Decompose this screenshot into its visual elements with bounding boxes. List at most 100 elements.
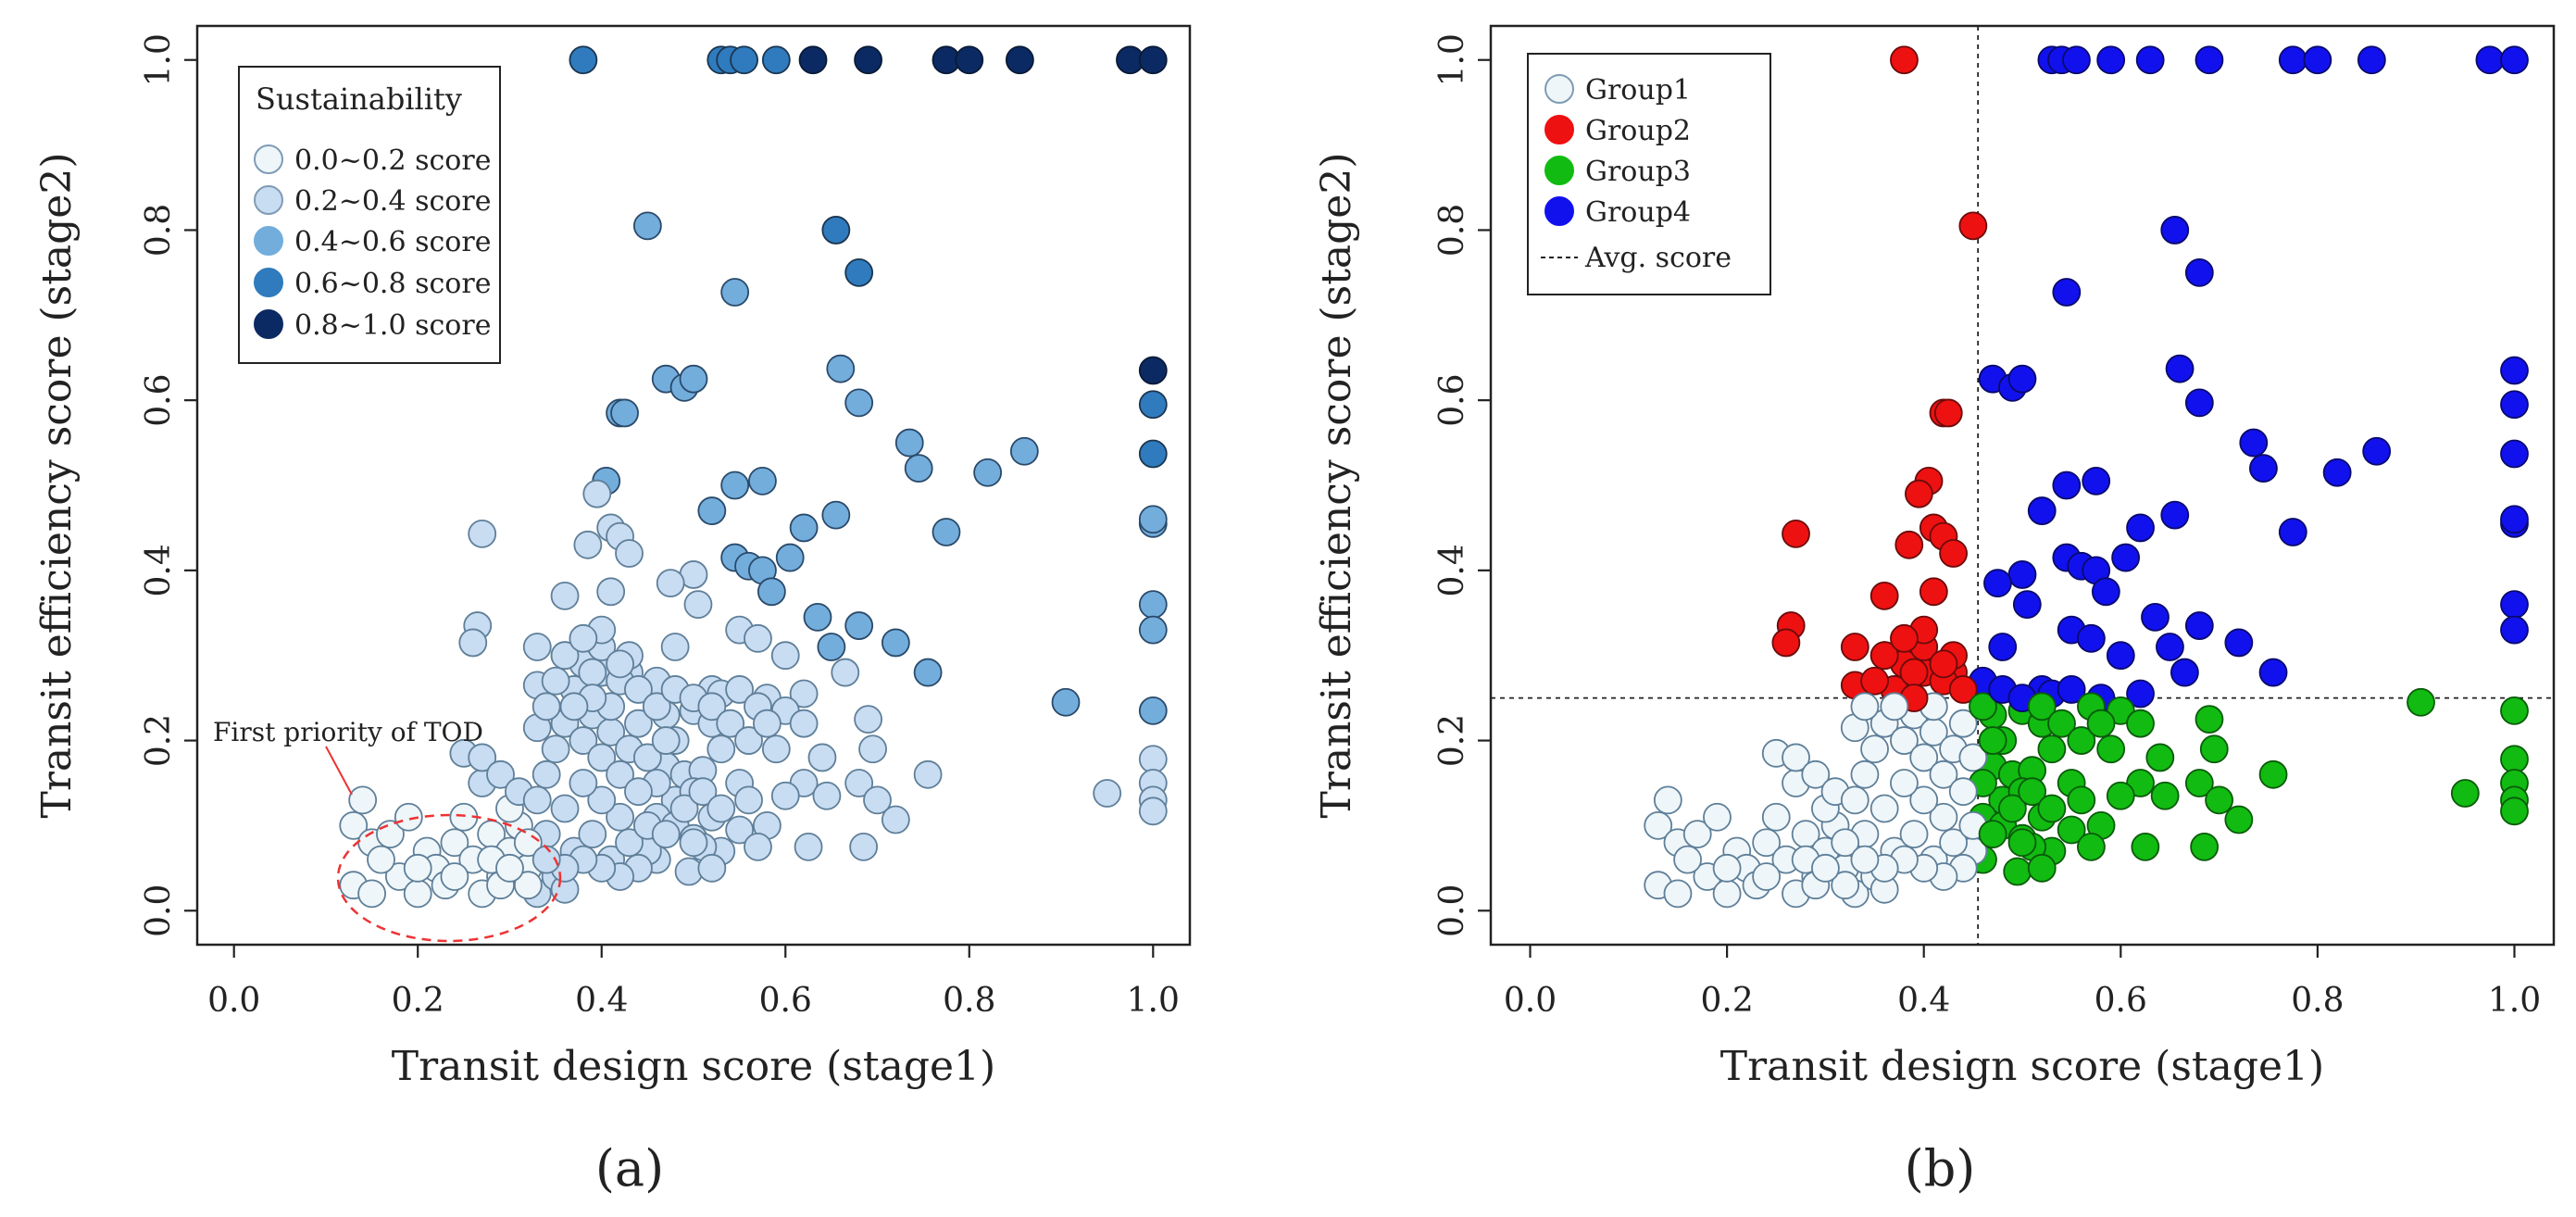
x-tick-label-a: 0.0 (207, 982, 260, 1020)
x-tick-label-a: 1.0 (1127, 982, 1180, 1020)
data-point-b (2184, 611, 2214, 640)
data-point-a (973, 458, 1003, 487)
data-point-b (2086, 709, 2116, 738)
data-point-a (632, 211, 662, 241)
data-point-a (569, 769, 598, 797)
legend-entry-b-1: Group1 (1544, 74, 1691, 107)
data-point-b (2077, 832, 2106, 861)
data-point-b (1752, 828, 1782, 858)
data-point-b (2224, 628, 2254, 658)
data-point-b (2500, 615, 2529, 645)
data-point-a (403, 853, 432, 883)
data-point-b (2165, 354, 2195, 383)
panel-label-a: (a) (595, 1139, 664, 1198)
data-point-b (2126, 513, 2155, 543)
data-point-a (730, 45, 758, 75)
legend-marker-a-1 (254, 144, 283, 174)
data-point-a (669, 794, 699, 823)
data-point-a (683, 590, 713, 619)
y-tick-label-a: 0.2 (140, 714, 178, 767)
data-point-a (559, 692, 589, 721)
data-point-a (1138, 45, 1168, 75)
data-point-a (522, 785, 552, 815)
data-point-a (550, 794, 580, 823)
scatter-points-a (339, 45, 1168, 909)
data-point-b (1811, 853, 1840, 883)
data-point-b (1761, 802, 1791, 832)
data-point-b (2082, 467, 2111, 496)
legend-marker-b-2 (1544, 115, 1574, 144)
legend-title-a: Sustainability (256, 82, 462, 117)
legend-entry-b-5: Avg. score (1541, 242, 1732, 274)
data-point-b (2184, 388, 2214, 418)
data-point-a (720, 278, 750, 307)
data-point-b (1958, 743, 1988, 772)
data-point-b (2106, 781, 2135, 810)
data-point-a (596, 577, 626, 607)
data-point-b (2184, 257, 2214, 287)
legend-label-b-4: Group4 (1585, 196, 1691, 229)
y-ticks-a: 0.0 0.2 0.4 0.6 0.8 1.0 (140, 33, 197, 937)
data-point-a (881, 628, 910, 658)
data-point-a (582, 479, 612, 508)
data-point-b (1929, 649, 1958, 679)
data-point-a (854, 45, 882, 75)
data-point-b (2475, 45, 2505, 75)
data-point-b (2003, 857, 2032, 886)
y-tick-label-a: 0.4 (140, 544, 178, 596)
annotation-leader (325, 746, 353, 796)
data-point-a (844, 611, 874, 640)
data-point-b (1869, 641, 1899, 671)
legend-box-a (238, 66, 501, 364)
data-point-a (826, 354, 856, 383)
data-point-b (2500, 390, 2529, 420)
data-point-b (1904, 479, 1933, 508)
data-point-b (2096, 45, 2126, 75)
data-point-b (1831, 828, 1860, 858)
data-point-a (913, 658, 943, 687)
data-point-b (1869, 794, 1899, 823)
data-point-b (2067, 726, 2096, 755)
data-point-b (2012, 590, 2042, 619)
x-tick-label-a: 0.6 (759, 982, 812, 1020)
data-point-b (2190, 832, 2220, 861)
data-point-b (1929, 802, 1958, 832)
x-axis-label-b: Transit design score (stage1) (1720, 1043, 2324, 1090)
data-point-b (2096, 734, 2126, 764)
y-ticks-b: 0.0 0.2 0.4 0.6 0.8 1.0 (1433, 33, 1491, 937)
data-point-a (642, 692, 671, 721)
data-point-a (863, 785, 892, 815)
data-point-b (1983, 569, 2012, 598)
data-point-b (1801, 759, 1831, 789)
data-point-a (725, 815, 755, 845)
legend-label-b-3: Group3 (1585, 156, 1691, 188)
data-point-a (541, 666, 570, 696)
data-point-a (550, 582, 580, 610)
data-point-a (770, 781, 800, 810)
data-point-a (858, 734, 887, 764)
data-point-a (798, 45, 828, 75)
data-point-a (789, 679, 819, 709)
data-point-b (2135, 45, 2165, 75)
data-point-a (606, 759, 634, 789)
data-point-b (2450, 779, 2480, 808)
data-point-a (403, 879, 432, 909)
legend-label-a-5: 0.8~1.0 score (294, 309, 491, 342)
x-tick-label-b: 0.8 (2291, 982, 2344, 1020)
data-point-a (440, 828, 469, 858)
data-point-b (1860, 666, 1889, 696)
data-point-a (587, 743, 617, 772)
data-point-a (831, 658, 860, 687)
data-point-a (844, 388, 874, 418)
data-point-b (1948, 777, 1978, 807)
data-point-b (2052, 470, 2082, 500)
data-point-a (789, 513, 819, 543)
data-point-b (2111, 543, 2141, 572)
data-point-b (2160, 216, 2190, 245)
y-axis-label-b: Transit efficiency score (stage2) (1313, 152, 1360, 818)
data-point-b (1929, 759, 1958, 789)
data-point-b (2205, 785, 2233, 815)
data-point-a (1138, 439, 1168, 469)
data-point-b (2322, 458, 2352, 487)
data-point-b (1948, 709, 1978, 738)
